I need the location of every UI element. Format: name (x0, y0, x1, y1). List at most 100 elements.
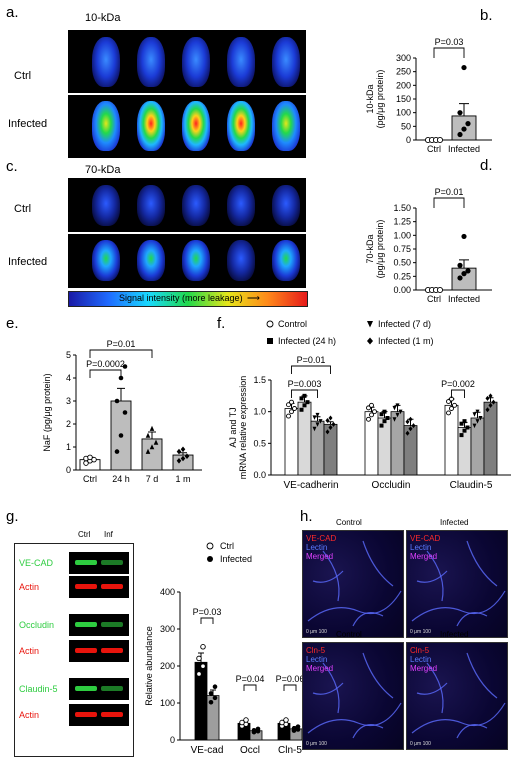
data-point (461, 233, 467, 240)
panel-label-a: a. (6, 4, 19, 21)
chart-f-p-value: P=0.003 (288, 379, 322, 389)
data-point (465, 425, 470, 430)
chart-f-y-label-line: mRNA relative expression (238, 376, 248, 480)
vessel (416, 682, 448, 695)
colorbar-label: Signal intensity (more leakage) (119, 293, 243, 303)
vessel (352, 612, 384, 627)
data-point (408, 416, 413, 422)
data-point (289, 399, 294, 405)
brain-image (182, 101, 210, 151)
data-point (312, 415, 317, 420)
panel-label-h: h. (300, 508, 313, 525)
data-point (87, 454, 93, 461)
x-tick-label: Occludin (372, 480, 411, 491)
micro-legend: Cln-5 Lectin Merged (410, 646, 437, 673)
chart-d-y-tick-label: 0.50 (393, 258, 411, 268)
data-point (295, 724, 301, 729)
data-point (176, 458, 182, 464)
data-point (411, 423, 416, 429)
error-bar (148, 431, 156, 439)
data-point (372, 409, 377, 415)
data-point (462, 419, 467, 424)
chart-e-p-value: P=0.01 (107, 339, 136, 349)
data-point (149, 444, 155, 450)
blot-band (75, 560, 97, 565)
data-point (457, 131, 463, 138)
micro-title: Control (336, 518, 362, 527)
x-tick-label: Ctrl (427, 144, 441, 154)
legend-marker (367, 337, 373, 345)
brain-image (137, 185, 165, 226)
data-point (299, 396, 304, 401)
brain-image (92, 101, 120, 151)
microscopy-image: Cln-5 Lectin Merged 0 μm 100 (302, 642, 404, 750)
data-point (405, 419, 410, 425)
lane-inf: Inf (104, 530, 113, 539)
x-tick-label: VE-cad (191, 745, 224, 756)
data-point (208, 691, 214, 696)
chart-f-p-value: P=0.002 (441, 379, 475, 389)
chart-f-y-tick-label: 0.5 (253, 438, 266, 448)
chart-e-y-label-line: NaF (pg/μg protein) (42, 373, 52, 451)
vessel (307, 702, 402, 734)
chart-g-sig-bracket (243, 684, 257, 691)
vessel (411, 590, 506, 622)
chart-b: b. 0 50 100 150 200 250 300 10-kDa(pg/μg protein… (365, 7, 493, 154)
chart-d-y-tick-label: 0.25 (393, 271, 411, 281)
chart-g-y-tick-label: 100 (160, 698, 175, 708)
brain-image (137, 240, 165, 281)
data-point (385, 416, 390, 420)
micro-title: Control (336, 630, 362, 639)
blot-strip (69, 678, 129, 700)
data-point (184, 453, 190, 459)
ivis-image-70kda (68, 178, 306, 288)
chart-b-sig-bracket (433, 47, 465, 58)
chart-f-y-label: AJ and TJmRNA relative expression (228, 376, 248, 480)
data-point (122, 410, 128, 415)
legend-label: Infected (220, 554, 252, 564)
micro-legend-item: Cln-5 (410, 646, 430, 655)
chart-e-y-tick-label: 5 (66, 350, 71, 360)
vessel-overlay (411, 652, 506, 739)
data-point (283, 717, 289, 723)
vessel (466, 652, 498, 699)
chart-b-y-tick-label: 300 (396, 53, 411, 63)
data-point (488, 393, 493, 399)
bar (323, 423, 338, 476)
x-tick-label: Infected (448, 294, 480, 304)
chart-e-y-tick-label: 1 (66, 442, 71, 452)
panel-label-d: d. (480, 157, 493, 174)
bar (364, 411, 379, 476)
chart-g-p-value: P=0.04 (236, 674, 265, 684)
data-point (475, 419, 480, 424)
data-point (118, 433, 124, 438)
data-point (461, 126, 467, 132)
chart-g-y-tick-label: 400 (160, 587, 175, 597)
micro-title: Infected (440, 518, 469, 527)
brain-image (92, 240, 120, 281)
chart-b-y-label: 10-kDa(pg/μg protein) (365, 70, 385, 129)
data-point (299, 407, 304, 412)
micro-legend-item: Merged (306, 664, 334, 673)
vessel (352, 724, 384, 739)
chart-e-y-label: NaF (pg/μg protein) (42, 373, 52, 451)
data-point (382, 409, 387, 414)
data-point (457, 262, 463, 268)
micro-legend-item: Lectin (410, 543, 432, 552)
chart-f-y-label-line: AJ and TJ (228, 407, 238, 447)
data-point (325, 418, 330, 424)
data-point (279, 719, 285, 726)
data-point (369, 412, 374, 418)
vessel (416, 570, 448, 583)
legend-label: Infected (7 d) (378, 319, 431, 329)
micro-legend-item: Lectin (410, 655, 432, 664)
brain-image (227, 185, 255, 226)
brain-image (92, 37, 120, 87)
chart-d-y-tick-label: 0.00 (393, 285, 411, 295)
blot-band (101, 622, 123, 627)
chart-d-y-label-line: 70-kDa (365, 234, 375, 263)
data-point (475, 409, 480, 415)
chart-g: Ctrl Infected 0 100 200 300 400 Relative abunda… (144, 541, 314, 756)
data-point (318, 419, 323, 424)
legend-label: Control (278, 319, 307, 329)
